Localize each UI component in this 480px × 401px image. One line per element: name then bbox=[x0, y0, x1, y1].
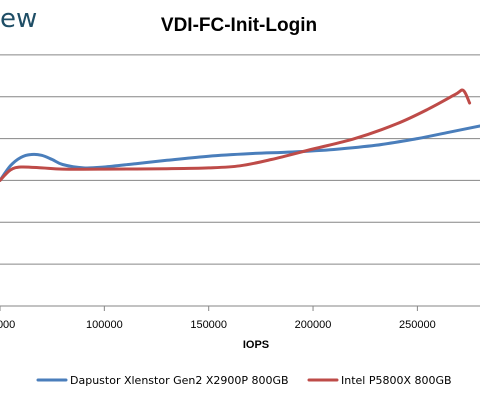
legend-label-0: Dapustor Xlenstor Gen2 X2900P 800GB bbox=[70, 374, 289, 387]
x-tick-label: 200000 bbox=[295, 319, 332, 331]
brand-logo-fragment: ew bbox=[0, 4, 38, 34]
x-tick-label: 50000 bbox=[0, 319, 15, 331]
legend: Dapustor Xlenstor Gen2 X2900P 800GB Intel… bbox=[36, 374, 452, 387]
series-line-1 bbox=[0, 88, 472, 182]
x-tick-labels: 50000 100000 150000 200000 250000 bbox=[0, 306, 436, 331]
x-axis-title: IOPS bbox=[243, 339, 269, 351]
x-tick-label: 100000 bbox=[86, 319, 123, 331]
legend-label-1: Intel P5800X 800GB bbox=[341, 374, 452, 387]
x-tick-label: 150000 bbox=[190, 319, 227, 331]
gridlines bbox=[0, 54, 480, 307]
series-line-0 bbox=[0, 124, 480, 182]
chart-title: VDI-FC-Init-Login bbox=[161, 15, 317, 36]
series-lines bbox=[0, 88, 480, 182]
x-tick-label: 250000 bbox=[399, 319, 436, 331]
